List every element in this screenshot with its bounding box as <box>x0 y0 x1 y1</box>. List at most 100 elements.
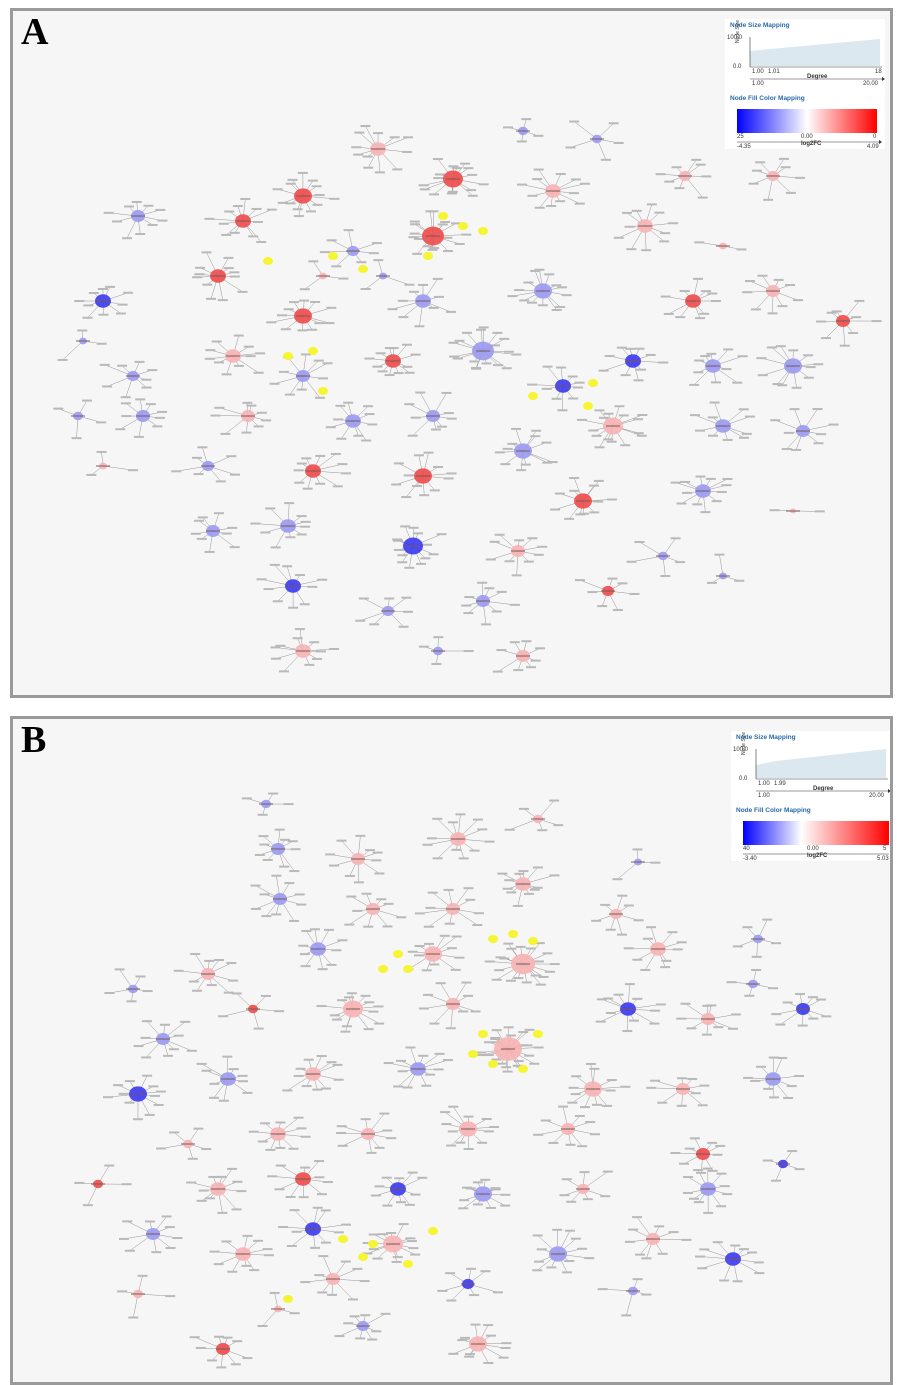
gene-label-mark <box>574 381 585 384</box>
gene-label-mark <box>477 1054 488 1057</box>
color-gradient-bar <box>737 109 877 133</box>
gene-label-mark <box>742 926 753 929</box>
gene-label-mark <box>346 895 357 898</box>
gene-label-mark <box>504 879 515 882</box>
gene-label-mark <box>284 502 295 505</box>
gene-label-mark <box>524 1054 535 1057</box>
gene-label-mark <box>408 290 419 293</box>
gene-label-mark <box>773 278 784 281</box>
gene-label-mark <box>500 1204 511 1207</box>
legend: Node Size Mapping 100.0 Node Size 0.0 1.… <box>725 19 885 150</box>
gene-label-mark <box>613 993 624 996</box>
gene-label-mark <box>646 203 657 206</box>
gene-label-mark <box>410 353 421 356</box>
gene-label-mark <box>484 960 495 963</box>
gene-label-mark <box>587 591 598 594</box>
gene-label-mark <box>424 942 435 945</box>
gene-label-mark <box>756 1065 767 1068</box>
gene-label-mark <box>527 537 538 540</box>
gene-label-mark <box>155 208 166 211</box>
hub-label-mark <box>386 360 400 362</box>
gene-label-mark <box>742 291 753 294</box>
gene-label-mark <box>402 365 413 368</box>
gene-label-mark <box>336 437 347 440</box>
gene-label-mark <box>694 429 705 432</box>
gene-label-mark <box>96 342 107 345</box>
gene-label-mark <box>676 1077 687 1080</box>
gene-label-mark <box>102 1096 113 1099</box>
size-x-label: Degree <box>807 74 828 80</box>
gene-label-mark <box>518 807 529 810</box>
hub-label-mark <box>416 475 430 477</box>
gene-label-mark <box>242 1357 253 1360</box>
gene-label-mark <box>762 1159 773 1162</box>
gene-label-mark <box>472 1181 483 1184</box>
gene-label-mark <box>311 185 322 188</box>
gene-label-mark <box>290 848 301 851</box>
hub-label-mark <box>226 355 240 357</box>
gene-label-mark <box>571 1075 582 1078</box>
gene-label-mark <box>620 374 631 377</box>
gene-label-mark <box>282 565 293 568</box>
gene-label-mark <box>202 283 213 286</box>
color-gradient-bar <box>743 821 889 845</box>
gene-label-mark <box>552 1228 563 1231</box>
gene-label-mark <box>443 477 454 480</box>
gene-label-mark <box>221 233 232 236</box>
gene-label-mark <box>301 1085 312 1088</box>
gene-label-mark <box>296 1127 307 1130</box>
gene-label-mark <box>398 625 409 628</box>
gene-label-mark <box>784 284 795 287</box>
gene-label-mark <box>620 1085 631 1088</box>
gene-label-mark <box>287 840 298 843</box>
hub-label-mark <box>311 948 325 950</box>
gene-label-mark <box>310 300 321 303</box>
hub-label-mark <box>701 1188 715 1190</box>
gene-label-mark <box>559 1194 570 1197</box>
gene-label-mark <box>534 206 545 209</box>
size-mapping-title: Node Size Mapping <box>730 22 790 29</box>
gene-label-mark <box>283 308 294 311</box>
gene-label-mark <box>513 669 524 672</box>
gene-label-mark <box>556 366 567 369</box>
hub-label-mark <box>386 1243 400 1245</box>
size-y-min: 0.0 <box>733 64 742 70</box>
gene-label-mark <box>413 237 424 240</box>
hub-label-mark <box>656 555 670 557</box>
gene-label-mark <box>257 813 268 816</box>
gene-label-mark <box>532 866 543 869</box>
gene-label-mark <box>505 979 516 982</box>
gene-label-mark <box>221 532 232 535</box>
gene-label-mark <box>744 280 755 283</box>
gene-label-mark <box>699 1084 710 1087</box>
hub-label-mark <box>236 1253 250 1255</box>
gene-label-mark <box>156 1147 167 1150</box>
gene-label-mark <box>678 1162 689 1165</box>
hub-label-mark <box>271 1308 285 1310</box>
hub-layer <box>91 799 810 1355</box>
gene-label-mark <box>700 355 711 358</box>
gene-label-mark <box>624 1240 635 1243</box>
gene-label-mark <box>367 423 378 426</box>
gene-label-mark <box>689 1137 700 1140</box>
gene-label-mark <box>747 1251 758 1254</box>
gene-label-mark <box>408 526 419 529</box>
gene-label-mark <box>121 1183 132 1186</box>
gene-label-mark <box>227 1167 238 1170</box>
gene-label-mark <box>716 1205 727 1208</box>
gene-label-mark <box>813 442 824 445</box>
hub-label-mark <box>296 375 310 377</box>
size-y-max: 100.0 <box>733 747 749 753</box>
gene-label-mark <box>523 892 534 895</box>
gene-label-mark <box>565 1229 576 1232</box>
gene-label-mark <box>719 1185 730 1188</box>
gene-label-mark <box>189 1336 200 1339</box>
gene-label-mark <box>378 1233 389 1236</box>
gene-label-mark <box>574 1114 585 1117</box>
gene-label-mark <box>285 1195 296 1198</box>
gene-label-mark <box>288 606 299 609</box>
hub-label-mark <box>516 655 530 657</box>
gene-label-mark <box>421 543 432 546</box>
gene-label-mark <box>514 539 525 542</box>
gene-label-mark <box>787 1150 798 1153</box>
